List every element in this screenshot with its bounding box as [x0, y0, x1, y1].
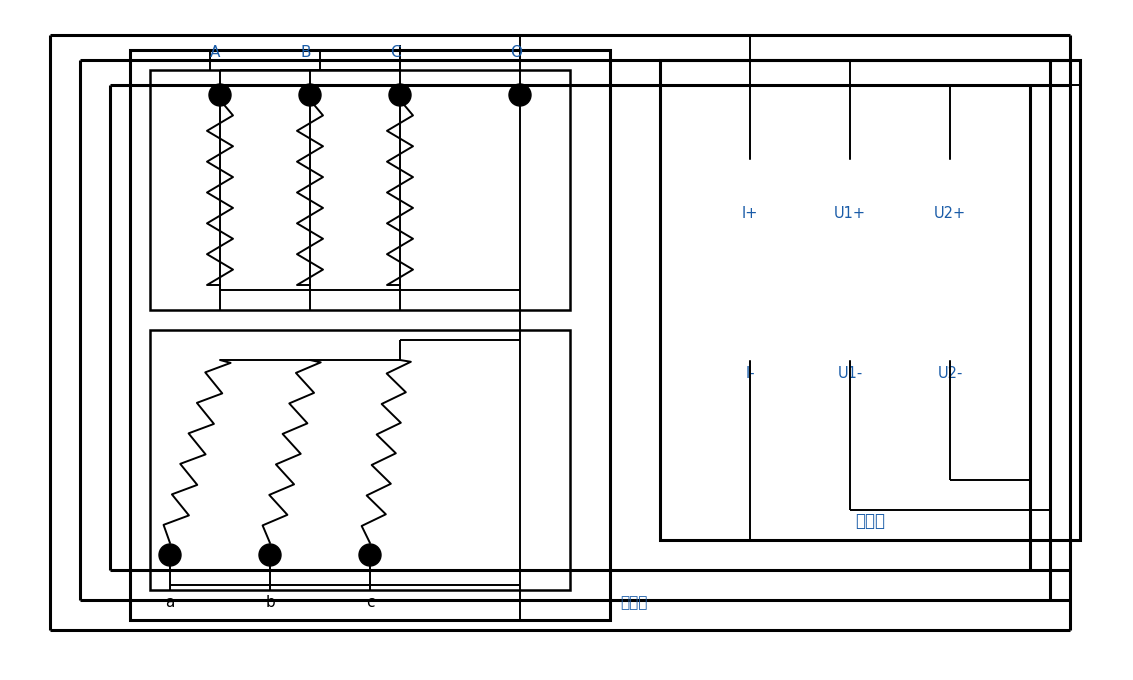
Text: U2-: U2- — [937, 366, 963, 381]
Bar — [150, 70, 570, 310]
Circle shape — [830, 321, 869, 359]
Circle shape — [259, 544, 281, 566]
Circle shape — [159, 544, 181, 566]
Bar — [661, 60, 1080, 540]
Circle shape — [359, 544, 381, 566]
Text: b: b — [265, 595, 275, 610]
Circle shape — [731, 321, 769, 359]
Text: U1-: U1- — [837, 366, 862, 381]
Text: 变压器: 变压器 — [620, 595, 647, 610]
Text: a: a — [165, 595, 174, 610]
Text: O: O — [510, 45, 522, 60]
Bar — [130, 50, 610, 620]
Text: 测试仪: 测试仪 — [855, 512, 885, 530]
Circle shape — [509, 84, 531, 106]
Circle shape — [931, 321, 969, 359]
Circle shape — [830, 161, 869, 199]
Circle shape — [931, 161, 969, 199]
Text: U1+: U1+ — [834, 206, 866, 221]
Circle shape — [389, 84, 411, 106]
Text: U2+: U2+ — [934, 206, 966, 221]
Bar — [150, 330, 570, 590]
Text: C: C — [390, 45, 401, 60]
Circle shape — [299, 84, 321, 106]
Circle shape — [731, 161, 769, 199]
Text: I-: I- — [746, 366, 755, 381]
Text: I+: I+ — [742, 206, 758, 221]
Text: A: A — [210, 45, 221, 60]
Circle shape — [208, 84, 231, 106]
Text: B: B — [300, 45, 310, 60]
Text: c: c — [366, 595, 374, 610]
